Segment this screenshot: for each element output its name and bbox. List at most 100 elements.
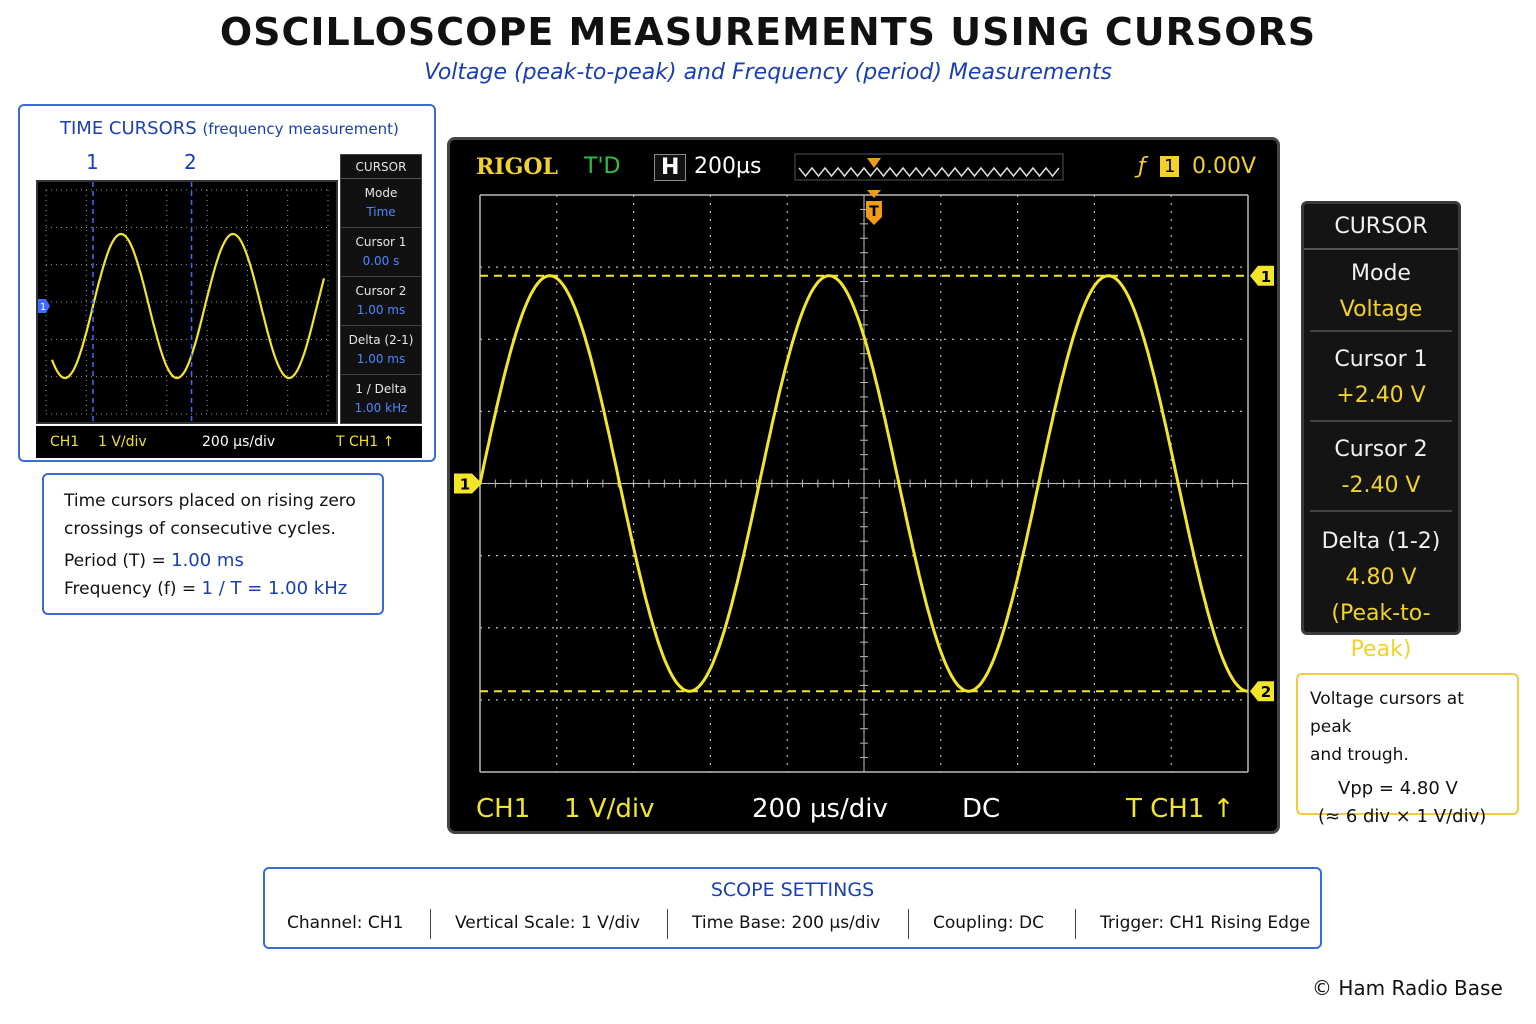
ch1-ground-label: 1 xyxy=(460,476,470,494)
time-note-line2: crossings of consecutive cycles. xyxy=(64,519,336,539)
voltage-cursor-note: Voltage cursors at peak and trough. Vpp … xyxy=(1296,673,1519,827)
inset-bar-tdiv: 200 µs/div xyxy=(202,434,276,450)
frequency-value: 1 / T = 1.00 kHz xyxy=(201,578,348,599)
inset-menu-cursor1[interactable]: Cursor 1 0.00 s xyxy=(341,228,421,277)
inset-cursor2-label: 2 xyxy=(184,150,197,174)
page-title: OSCILLOSCOPE MEASUREMENTS USING CURSORS xyxy=(219,10,1317,54)
inset-c2-value: 1.00 ms xyxy=(356,303,406,317)
inset-menu-mode[interactable]: Mode Time xyxy=(341,179,421,228)
inset-cursor1-label: 1 xyxy=(86,150,99,174)
setting-coupling: Coupling: DC xyxy=(933,913,1044,933)
inset-waveform-plot: 1 xyxy=(38,182,329,422)
cursor-menu-header: CURSOR xyxy=(1304,204,1458,250)
period-line: Period (T) = 1.00 ms xyxy=(64,547,362,575)
ch1-waveform xyxy=(478,274,1249,693)
settings-header: SCOPE SETTINGS xyxy=(710,879,875,901)
settings-divider xyxy=(667,909,668,939)
setting-trigger: Trigger: CH1 Rising Edge xyxy=(1100,913,1311,933)
inset-title-note: (frequency measurement) xyxy=(202,120,399,138)
cursor-menu-cursor1[interactable]: Cursor 1 +2.40 V xyxy=(1310,332,1452,422)
inset-menu-header: CURSOR xyxy=(341,155,421,179)
setting-vscale: Vertical Scale: 1 V/div xyxy=(455,913,641,933)
inset-bar-vdiv: 1 V/div xyxy=(98,434,147,450)
scope-settings-box: SCOPE SETTINGS Channel: CH1 Vertical Sca… xyxy=(263,867,1322,949)
ch1-ground-marker xyxy=(454,473,482,494)
cursor1-label: Cursor 1 xyxy=(1334,347,1428,372)
inset-title: TIME CURSORS (frequency measurement) xyxy=(60,118,399,139)
inset-menu-inverse[interactable]: 1 / Delta 1.00 kHz xyxy=(341,375,421,424)
frequency-line: Frequency (f) = 1 / T = 1.00 kHz xyxy=(64,575,362,603)
memory-trigger-icon xyxy=(867,158,881,168)
inset-inv-value: 1.00 kHz xyxy=(354,401,408,415)
settings-divider xyxy=(908,909,909,939)
time-cursor-note: Time cursors placed on rising zero cross… xyxy=(42,473,384,615)
copyright-notice: © Ham Radio Base xyxy=(1312,976,1503,1000)
inset-status-bar: CH1 1 V/div 200 µs/div T CH1 ↑ xyxy=(36,426,422,458)
inset-screen: 1 xyxy=(36,180,338,424)
cursor-menu-cursor2[interactable]: Cursor 2 -2.40 V xyxy=(1310,422,1452,512)
vpp-value: Vpp = 4.80 V xyxy=(1338,778,1458,799)
main-waveform-plot: 1 2 1 T xyxy=(454,153,1274,773)
setting-channel: Channel: CH1 xyxy=(287,913,404,933)
trigger-edge-icon: ƒ xyxy=(1138,154,1146,179)
horizontal-label: H xyxy=(654,154,687,181)
main-scope-display: 1 2 1 T RIGOL T'D H 200µs ƒ 1 0.00V CH1 1 V… xyxy=(447,137,1280,834)
trigger-level-readout: 0.00V xyxy=(1192,154,1257,179)
inset-delta-label: Delta (2-1) xyxy=(348,333,414,347)
bottom-trigger: T CH1 ↑ xyxy=(1126,794,1235,824)
period-label: Period (T) = xyxy=(64,551,166,571)
inset-c1-value: 0.00 s xyxy=(362,254,400,268)
trigger-position-label: T xyxy=(869,204,879,220)
inset-menu-delta[interactable]: Delta (2-1) 1.00 ms xyxy=(341,326,421,375)
trigger-channel-badge: 1 xyxy=(1160,156,1180,177)
delta-note: (Peak-to-Peak) xyxy=(1331,601,1431,662)
inset-bar-channel: CH1 xyxy=(50,434,80,450)
voltage-cursor-2-marker xyxy=(1250,681,1274,702)
brand-logo: RIGOL xyxy=(476,154,558,180)
inset-mode-value: Time xyxy=(366,205,396,219)
inset-waveform xyxy=(50,232,326,380)
memory-strip xyxy=(794,153,1064,181)
scope-top-bar: RIGOL T'D H 200µs ƒ 1 0.00V xyxy=(450,140,1277,196)
cursor2-value: -2.40 V xyxy=(1341,473,1421,498)
bottom-coupling: DC xyxy=(962,794,1001,824)
voltage-cursor-menu: CURSOR Mode Voltage Cursor 1 +2.40 V Cur… xyxy=(1301,201,1461,662)
trigger-arrow-icon xyxy=(867,190,881,198)
inset-ch1-label: 1 xyxy=(40,302,46,313)
delta-value: 4.80 V xyxy=(1345,565,1417,590)
cursor-menu-delta[interactable]: Delta (1-2) 4.80 V (Peak-to-Peak) xyxy=(1310,512,1452,668)
timebase-readout: 200µs xyxy=(694,154,762,179)
settings-divider xyxy=(1075,909,1076,939)
voltage-note-line2: and trough. xyxy=(1310,745,1409,765)
bottom-tdiv: 200 µs/div xyxy=(752,794,888,824)
inset-inv-label: 1 / Delta xyxy=(355,382,407,396)
settings-divider xyxy=(430,909,431,939)
inset-menu-cursor2[interactable]: Cursor 2 1.00 ms xyxy=(341,277,421,326)
trigger-status: T'D xyxy=(584,154,621,179)
frequency-label: Frequency (f) = xyxy=(64,579,197,599)
cursor1-value: +2.40 V xyxy=(1336,383,1426,408)
trigger-position-marker xyxy=(866,201,882,225)
inset-c1-label: Cursor 1 xyxy=(355,235,407,249)
voltage-cursor-1-label: 1 xyxy=(1261,268,1271,286)
time-note-line1: Time cursors placed on rising zero xyxy=(64,491,356,511)
time-cursor-inset: TIME CURSORS (frequency measurement) 1 2… xyxy=(18,104,436,462)
inset-ch1-marker xyxy=(38,299,50,313)
inset-mode-label: Mode xyxy=(364,186,398,200)
cursor2-label: Cursor 2 xyxy=(1334,437,1428,462)
voltage-note-line1: Voltage cursors at peak xyxy=(1310,689,1464,737)
vpp-calc: (≈ 6 div × 1 V/div) xyxy=(1318,806,1487,827)
mode-label: Mode xyxy=(1351,261,1411,286)
voltage-cursor-1-marker xyxy=(1250,265,1274,286)
inset-c2-label: Cursor 2 xyxy=(355,284,407,298)
mode-value: Voltage xyxy=(1339,297,1423,322)
memory-strip-waveform xyxy=(798,166,1060,178)
cursor-menu-mode[interactable]: Mode Voltage xyxy=(1310,250,1452,332)
page-subtitle: Voltage (peak-to-peak) and Frequency (pe… xyxy=(424,60,1112,85)
bottom-channel: CH1 xyxy=(476,794,531,824)
setting-timebase: Time Base: 200 µs/div xyxy=(692,913,881,933)
period-value: 1.00 ms xyxy=(171,550,244,571)
inset-delta-value: 1.00 ms xyxy=(356,352,406,366)
voltage-cursor-2-label: 2 xyxy=(1261,683,1271,701)
bottom-vdiv: 1 V/div xyxy=(564,794,655,824)
